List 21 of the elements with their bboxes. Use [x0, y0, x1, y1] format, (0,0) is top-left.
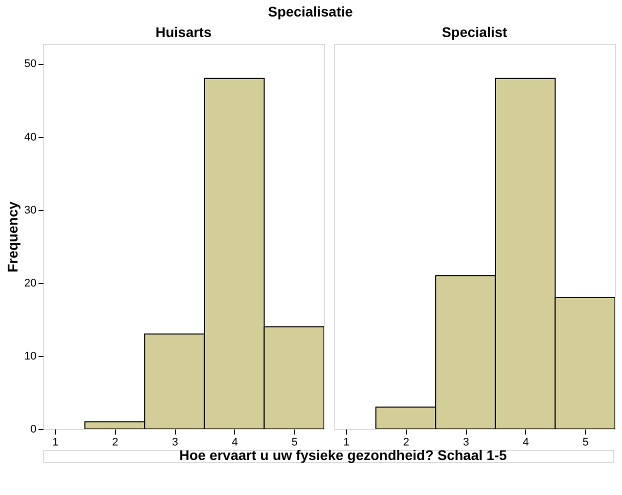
x-tick-label: 3 — [462, 436, 470, 448]
y-tick-label: 40 — [24, 131, 36, 144]
y-axis-title: Frequency — [4, 201, 20, 272]
x-axis-title: Hoe ervaart u uw fysieke gezondheid? Schaal 1-5 — [179, 447, 507, 463]
x-tick-label: 4 — [232, 436, 238, 448]
x-tick-label: 1 — [343, 436, 350, 448]
x-tick-label: 4 — [522, 436, 529, 448]
y-tick-label: 30 — [24, 204, 36, 216]
x-tick-label: 5 — [582, 436, 589, 448]
text: Specialisatie — [268, 4, 354, 20]
x-tick-label: 5 — [292, 436, 298, 448]
x-tick-label: 2 — [403, 436, 410, 448]
y-tick-label: 10 — [24, 350, 36, 362]
y-tick-label: 0 — [30, 424, 36, 436]
x-tick-label: 2 — [112, 436, 118, 448]
chart-title: Specialist — [442, 24, 508, 40]
x-tick-label: 1 — [52, 436, 59, 448]
x-tick-label: 3 — [172, 436, 178, 448]
chart-title: Huisarts — [155, 24, 212, 40]
y-tick-label: 20 — [24, 277, 36, 290]
y-tick-label: 50 — [24, 58, 36, 70]
